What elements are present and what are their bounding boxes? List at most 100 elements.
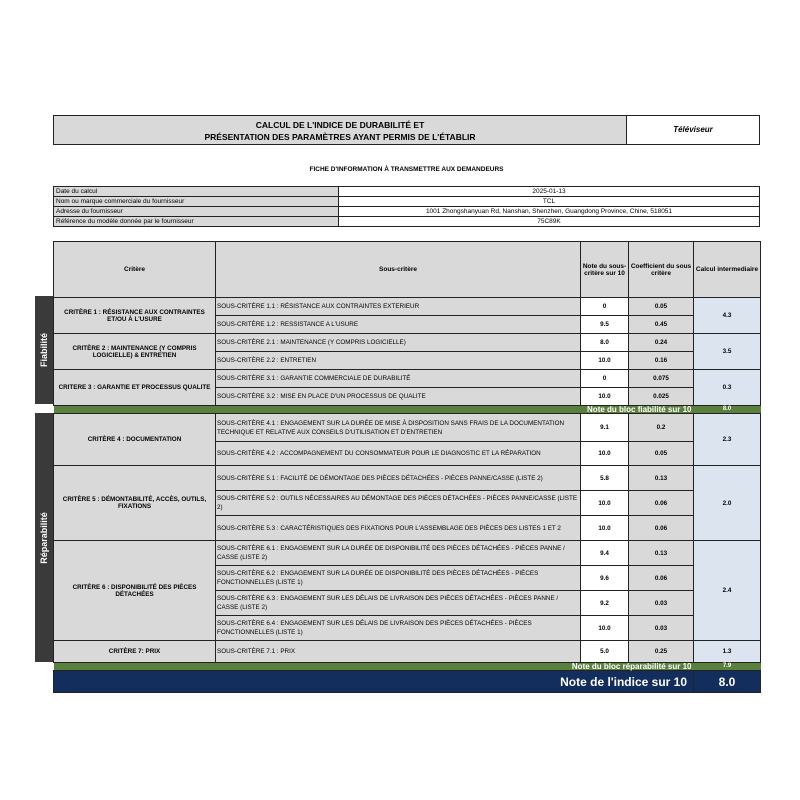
- table-row: SOUS-CRITÈRE 5.2 : OUTILS NÉCESSAIRES AU…: [54, 490, 761, 516]
- product-type: Téléviseur: [627, 115, 760, 145]
- info-label: Nom ou marque commerciale du fournisseur: [53, 196, 339, 207]
- block-total-row: Note du bloc réparabilité sur 10 7.9: [53, 662, 761, 671]
- criterion-name: CRITÈRE 1 : RÉSISTANCE AUX CONTRAINTES E…: [53, 297, 216, 334]
- sub-criterion-coef: 0.16: [628, 351, 694, 370]
- sub-criterion-note: 9.1: [580, 413, 629, 442]
- sub-criterion-note: 5.0: [580, 640, 629, 663]
- sub-criterion-note: 10.0: [580, 515, 629, 541]
- criterion-name: CRITERE 3 : GARANTIE ET PROCESSUS QUALIT…: [53, 369, 216, 406]
- info-label: Date du calcul: [53, 186, 339, 197]
- table-row: SOUS-CRITÈRE 4.2 : ACCOMPAGNEMENT DU CON…: [54, 441, 761, 466]
- block-total-label: Note du bloc réparabilité sur 10: [53, 662, 694, 671]
- info-value: TCL: [338, 196, 760, 207]
- sub-criterion-name: SOUS-CRITÈRE 7.1 : PRIX: [215, 640, 581, 663]
- page-title: CALCUL DE L'INDICE DE DURABILITÉ ET PRÉS…: [53, 115, 627, 145]
- sub-criterion-coef: 0.03: [628, 615, 694, 641]
- sub-criterion-coef: 0.25: [628, 640, 694, 663]
- final-score-row: Note de l'indice sur 10 8.0: [53, 670, 761, 693]
- sub-criterion-coef: 0.03: [628, 590, 694, 616]
- criterion-name: CRITÈRE 5 : DÉMONTABILITÉ, ACCÈS, OUTILS…: [53, 465, 216, 541]
- criterion-calc: 3.5: [693, 333, 761, 370]
- criterion-name: CRITÈRE 6 : DISPONIBILITÉ DES PIÈCES DÉT…: [53, 540, 216, 641]
- info-value: 1001 Zhongshanyuan Rd, Nanshan, Shenzhen…: [338, 206, 760, 217]
- col-sous-critere: Sous-critère: [215, 241, 581, 298]
- table-row: SOUS-CRITÈRE 6.4 : ENGAGEMENT SUR LES DÉ…: [54, 615, 761, 641]
- sub-criterion-name: SOUS-CRITÈRE 5.3 : CARACTÉRISTIQUES DES …: [215, 515, 581, 541]
- sub-criterion-coef: 0.05: [628, 297, 694, 316]
- sub-criterion-note: 10.0: [580, 387, 629, 406]
- table-header-row: Critère Sous-critère Note du sous-critèr…: [53, 241, 761, 298]
- sub-criterion-coef: 0.2: [628, 413, 694, 442]
- sub-criterion-coef: 0.06: [628, 490, 694, 516]
- info-row: Adresse du fournisseur 1001 Zhongshanyuan…: [53, 206, 760, 217]
- info-label: Adresse du fournisseur: [53, 206, 339, 217]
- sub-criterion-note: 9.2: [580, 590, 629, 616]
- block-total-label: Note du bloc fiabilité sur 10: [53, 405, 694, 414]
- sub-criterion-name: SOUS-CRITÈRE 1.2 : RESSISTANCE A L'USURE: [215, 315, 581, 334]
- col-critere: Critère: [53, 241, 216, 298]
- sub-criterion-note: 0: [580, 297, 629, 316]
- sub-criterion-note: 0: [580, 369, 629, 388]
- sub-criterion-note: 9.6: [580, 565, 629, 591]
- sub-criterion-coef: 0.13: [628, 540, 694, 566]
- sub-criterion-name: SOUS-CRITÈRE 3.2 : MISE EN PLACE D'UN PR…: [215, 387, 581, 406]
- sub-criterion-name: SOUS-CRITÈRE 2.1 : MAINTENANCE (Y COMPRI…: [215, 333, 581, 352]
- table-row: CRITÈRE 6 : DISPONIBILITÉ DES PIÈCES DÉT…: [53, 540, 761, 641]
- sub-criterion-note: 5.8: [580, 465, 629, 491]
- subtitle: FICHE D'INFORMATION À TRANSMETTRE AUX DE…: [309, 166, 504, 173]
- col-coef: Coefficient du sous critère: [628, 241, 694, 298]
- sub-criterion-coef: 0.24: [628, 333, 694, 352]
- sub-criterion-coef: 0.05: [628, 441, 694, 466]
- criterion-calc: 0.3: [693, 369, 761, 406]
- criterion-calc: 2.0: [693, 465, 761, 541]
- sub-criterion-coef: 0.025: [628, 387, 694, 406]
- sub-criterion-note: 10.0: [580, 490, 629, 516]
- info-row: Date du calcul 2025-01-13: [53, 186, 760, 197]
- sub-criterion-coef: 0.45: [628, 315, 694, 334]
- sub-criterion-name: SOUS-CRITÈRE 6.4 : ENGAGEMENT SUR LES DÉ…: [215, 615, 581, 641]
- info-row: Référence du modèle donnée par le fourni…: [53, 216, 760, 227]
- block-label-reparabilite: Réparabilité: [35, 413, 53, 662]
- info-value: 2025-01-13: [338, 186, 760, 197]
- final-score-label: Note de l'indice sur 10: [53, 670, 694, 693]
- sub-criterion-coef: 0.06: [628, 565, 694, 591]
- criterion-name: CRITÈRE 7: PRIX: [53, 640, 216, 663]
- col-calc: Calcul intermediaire: [693, 241, 761, 298]
- table-row: SOUS-CRITÈRE 6.2 : ENGAGEMENT SUR LA DUR…: [54, 565, 761, 591]
- sub-criterion-note: 9.4: [580, 540, 629, 566]
- table-row: SOUS-CRITÈRE 5.3 : CARACTÉRISTIQUES DES …: [54, 515, 761, 541]
- sub-criterion-coef: 0.075: [628, 369, 694, 388]
- sub-criterion-name: SOUS-CRITÈRE 4.2 : ACCOMPAGNEMENT DU CON…: [215, 441, 581, 466]
- sub-criterion-name: SOUS-CRITÈRE 2.2 : ENTRETIEN: [215, 351, 581, 370]
- block-label-fiabilite: Fiabilité: [35, 296, 53, 404]
- sub-criterion-name: SOUS-CRITÈRE 6.1 : ENGAGEMENT SUR LA DUR…: [215, 540, 581, 566]
- criterion-calc: 1.3: [693, 640, 761, 663]
- sub-criterion-note: 8.0: [580, 333, 629, 352]
- table-row: CRITÈRE 5 : DÉMONTABILITÉ, ACCÈS, OUTILS…: [53, 465, 761, 541]
- info-row: Nom ou marque commerciale du fournisseur…: [53, 196, 760, 207]
- sub-criterion-name: SOUS-CRITÈRE 4.1 : ENGAGEMENT SUR LA DUR…: [215, 413, 581, 442]
- block-total-value: 7.9: [693, 662, 761, 671]
- block-total-row: Note du bloc fiabilité sur 10 8.0: [53, 405, 761, 414]
- criterion-name: CRITÈRE 4 : DOCUMENTATION: [53, 413, 216, 466]
- table-row: CRITÈRE 2 : MAINTENANCE (Y COMPRIS LOGIC…: [53, 333, 761, 370]
- sub-criterion-name: SOUS-CRITÈRE 6.3 : ENGAGEMENT SUR LES DÉ…: [215, 590, 581, 616]
- final-score-value: 8.0: [693, 670, 761, 693]
- table-row: CRITÈRE 4 : DOCUMENTATION SOUS-CRITÈRE 4.…: [53, 413, 761, 466]
- table-row: CRITÈRE 1 : RÉSISTANCE AUX CONTRAINTES E…: [53, 297, 761, 334]
- sub-criterion-name: SOUS-CRITÈRE 1.1 : RÉSISTANCE AUX CONTRA…: [215, 297, 581, 316]
- criterion-calc: 4.3: [693, 297, 761, 334]
- sub-criterion-note: 9.5: [580, 315, 629, 334]
- info-value: 75C89K: [338, 216, 760, 227]
- sub-criterion-name: SOUS-CRITÈRE 5.2 : OUTILS NÉCESSAIRES AU…: [215, 490, 581, 516]
- block-total-value: 8.0: [693, 405, 761, 414]
- sub-criterion-note: 10.0: [580, 441, 629, 466]
- table-row: SOUS-CRITÈRE 3.2 : MISE EN PLACE D'UN PR…: [54, 387, 761, 406]
- sub-criterion-coef: 0.06: [628, 515, 694, 541]
- table-row: CRITERE 3 : GARANTIE ET PROCESSUS QUALIT…: [53, 369, 761, 406]
- table-row: CRITÈRE 7: PRIX SOUS-CRITÈRE 7.1 : PRIX 5.…: [53, 640, 761, 663]
- sub-criterion-name: SOUS-CRITÈRE 3.1 : GARANTIE COMMERCIALE …: [215, 369, 581, 388]
- sub-criterion-name: SOUS-CRITÈRE 5.1 : FACILITÉ DE DÉMONTAGE…: [215, 465, 581, 491]
- criterion-calc: 2.4: [693, 540, 761, 641]
